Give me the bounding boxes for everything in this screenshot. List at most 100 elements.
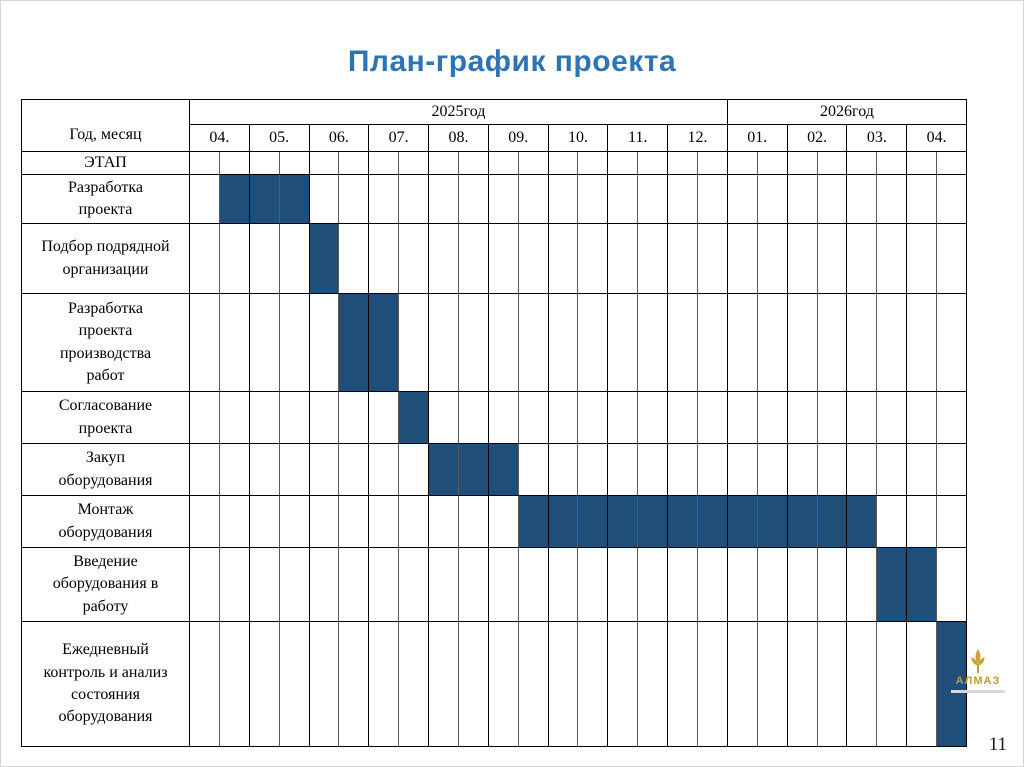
grid-cell [249,224,280,294]
grid-cell [638,152,669,175]
grid-cell [668,175,699,224]
grid-cell [458,622,489,747]
grid-cell [190,444,220,496]
gantt-bar-cell [488,444,519,496]
grid-cell [817,622,848,747]
grid-cell [817,444,848,496]
grid-cell [458,175,489,224]
gantt-bar-cell [638,496,669,548]
grid-cell [698,294,728,392]
grid-cell [787,548,818,622]
grid-cell [608,294,639,392]
grid-cell [548,175,579,224]
grid-cell [548,444,579,496]
grid-cell [937,444,967,496]
grid-cell [877,496,908,548]
grid-cell [787,444,818,496]
grid-cell [847,175,878,224]
gantt-bar-cell [458,444,489,496]
grid-cell [698,152,728,175]
grid-cell [847,152,878,175]
grid-cell [638,548,669,622]
grid-cell [518,175,549,224]
grid-cell [847,224,878,294]
month-header: 07. [369,125,430,152]
grid-cell [877,224,908,294]
grid-cell [399,175,430,224]
grid-cell [309,622,340,747]
grid-cell [877,622,908,747]
grid-cell [698,548,728,622]
grid-cell [638,224,669,294]
grid-cell [249,152,280,175]
grid-cell [847,294,878,392]
grid-cell [219,496,250,548]
task-label: Ежедневный контроль и анализ состояния о… [22,622,190,747]
grid-cell [309,548,340,622]
grid-cell [369,444,400,496]
month-header: 05. [249,125,310,152]
grid-cell [279,294,310,392]
grid-cell [488,548,519,622]
grid-cell [638,622,669,747]
grid-cell [488,294,519,392]
grid-cell [219,444,250,496]
grid-cell [458,496,489,548]
grid-cell [339,622,370,747]
grid-cell [877,152,908,175]
page-number: 11 [988,734,1007,755]
grid-cell [608,224,639,294]
grid-cell [907,392,938,444]
almaz-logo: АЛМАЗ [945,649,1011,693]
month-header: 09. [488,125,549,152]
almaz-logo-subtext [951,690,1005,693]
grid-cell [249,622,280,747]
grid-cell [279,548,310,622]
grid-cell [429,294,459,392]
grid-cell [548,294,579,392]
month-header: 06. [309,125,370,152]
grid-cell [548,152,579,175]
grid-cell [249,496,280,548]
corner-label: Год, месяц [22,100,190,152]
grid-cell [369,224,400,294]
grid-cell [727,152,758,175]
grid-cell [488,496,519,548]
month-header: 12. [668,125,728,152]
task-label: Разработка проекта производства работ [22,294,190,392]
grid-cell [190,622,220,747]
grid-cell [548,548,579,622]
month-header: 02. [787,125,848,152]
grid-cell [578,444,609,496]
grid-cell [787,152,818,175]
grid-cell [907,622,938,747]
grid-cell [608,175,639,224]
grid-cell [907,224,938,294]
grid-cell [937,152,967,175]
grid-cell [757,294,788,392]
grid-cell [309,496,340,548]
grid-cell [488,392,519,444]
grid-cell [429,175,459,224]
year-header-1: 2025год [190,100,728,125]
gantt-bar-cell [339,294,370,392]
grid-cell [668,548,699,622]
gantt-bar-cell [608,496,639,548]
grid-cell [578,392,609,444]
grid-cell [608,152,639,175]
grid-cell [369,548,400,622]
gantt-bar-cell [757,496,788,548]
grid-cell [309,175,340,224]
gantt-bar-cell [219,175,250,224]
grid-cell [309,392,340,444]
gantt-bar-cell [847,496,878,548]
grid-cell [907,444,938,496]
almaz-logo-text: АЛМАЗ [955,675,1001,687]
grid-cell [488,175,519,224]
gantt-bar-cell [877,548,908,622]
month-header: 04. [907,125,967,152]
grid-cell [817,224,848,294]
grid-cell [787,224,818,294]
grid-cell [668,444,699,496]
